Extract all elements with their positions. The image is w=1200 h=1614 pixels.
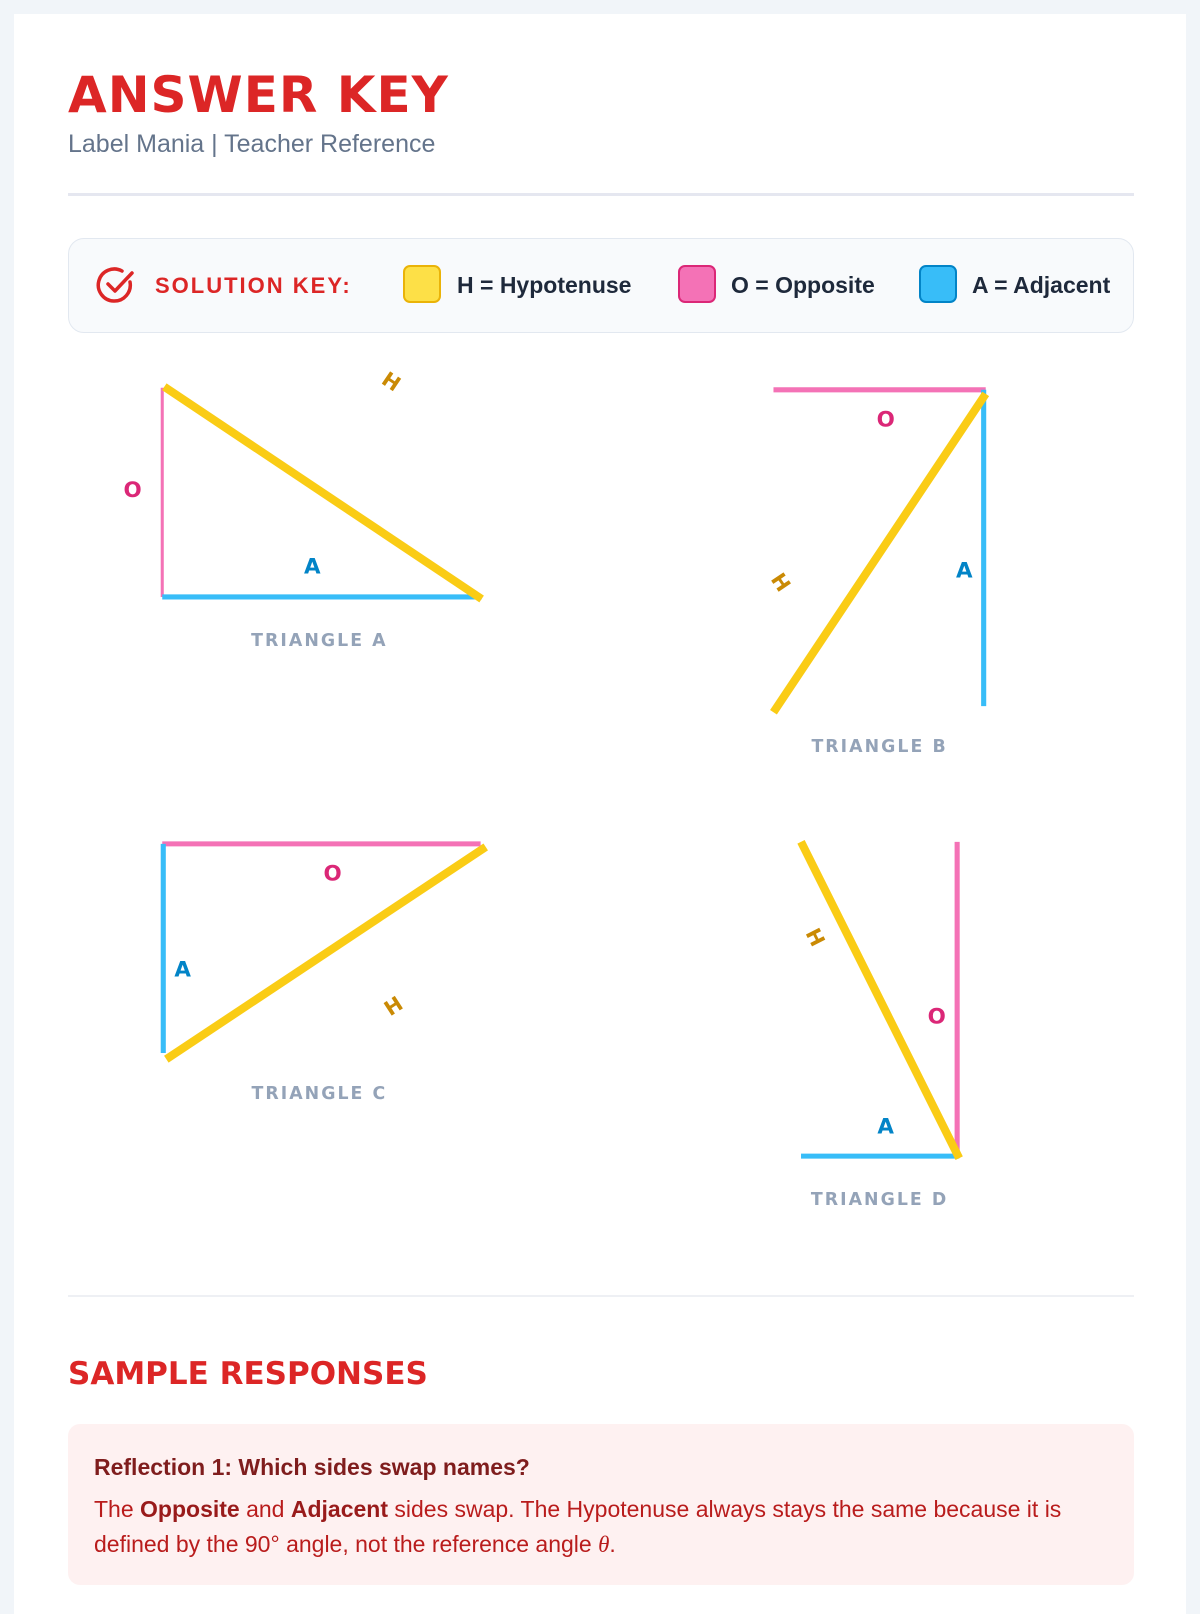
section-title: SAMPLE RESPONSES (68, 1356, 428, 1392)
key-hypotenuse: H = Hypotenuse (457, 272, 632, 298)
label-a: A (304, 554, 321, 579)
check-circle-icon (96, 267, 134, 303)
hypotenuse-side (164, 843, 488, 1063)
hypotenuse-side (797, 840, 963, 1160)
triangle-d: H O A TRIANGLE D (797, 840, 963, 1210)
caption: TRIANGLE C (251, 1084, 387, 1104)
adjacent-swatch (919, 265, 957, 303)
label-h: H (801, 924, 830, 950)
label-o: O (877, 408, 895, 433)
divider (68, 1295, 1134, 1297)
hypotenuse-side (770, 391, 990, 715)
hypotenuse-side (162, 383, 484, 603)
label-h: H (380, 991, 407, 1020)
divider (68, 193, 1134, 196)
key-adjacent: A = Adjacent (972, 272, 1111, 298)
solution-key-label: SOLUTION KEY: (155, 273, 352, 298)
opposite-swatch (678, 265, 716, 303)
label-o: O (324, 862, 342, 887)
label-o: O (124, 478, 142, 503)
label-a: A (956, 559, 973, 584)
caption: TRIANGLE A (251, 631, 387, 651)
page-title: ANSWER KEY (68, 66, 449, 124)
solution-key: SOLUTION KEY: H = Hypotenuse O = Opposit… (68, 238, 1134, 333)
label-a: A (174, 958, 191, 983)
triangle-b: O A H TRIANGLE B (766, 387, 990, 757)
response-body: The Opposite and Adjacent sides swap. Th… (94, 1496, 1062, 1557)
caption: TRIANGLE B (811, 737, 947, 757)
key-opposite: O = Opposite (731, 272, 875, 298)
triangle-a: H O A TRIANGLE A (124, 367, 484, 651)
hypotenuse-swatch (403, 265, 441, 303)
label-h: H (377, 367, 405, 396)
label-o: O (928, 1004, 946, 1029)
page-subtitle: Label Mania | Teacher Reference (68, 130, 436, 158)
response-card: Reflection 1: Which sides swap names? Th… (68, 1424, 1134, 1585)
caption: TRIANGLE D (811, 1190, 948, 1210)
label-a: A (877, 1115, 894, 1140)
response-heading: Reflection 1: Which sides swap names? (94, 1454, 530, 1480)
triangle-c: O A H TRIANGLE C (160, 841, 488, 1104)
label-h: H (766, 568, 795, 596)
